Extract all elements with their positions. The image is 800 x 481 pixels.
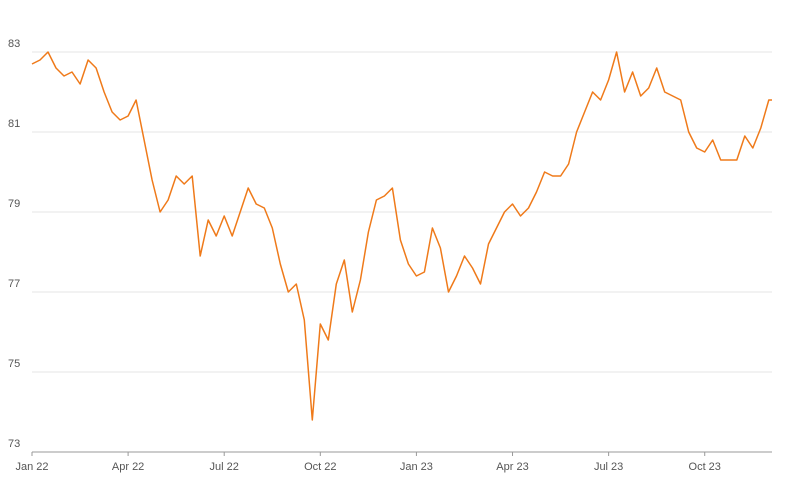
y-tick-label: 83	[8, 38, 20, 50]
y-tick-label: 81	[8, 118, 20, 130]
x-tick-label: Jan 22	[15, 461, 48, 473]
y-tick-label: 75	[8, 358, 20, 370]
y-tick-label: 77	[8, 278, 20, 290]
line	[31, 51, 772, 421]
y-tick-label: 73	[8, 438, 20, 450]
x-tick-label: Jan 23	[400, 461, 433, 473]
x-tick-label: Jul 23	[594, 461, 623, 473]
x-tick-label: Jul 22	[210, 461, 239, 473]
y-tick-label: 79	[8, 198, 20, 210]
x-tick-label: Oct 23	[689, 461, 721, 473]
x-tick-label: Apr 23	[496, 461, 528, 473]
x-tick-label: Oct 22	[304, 461, 336, 473]
x-tick-label: Apr 22	[112, 461, 144, 473]
